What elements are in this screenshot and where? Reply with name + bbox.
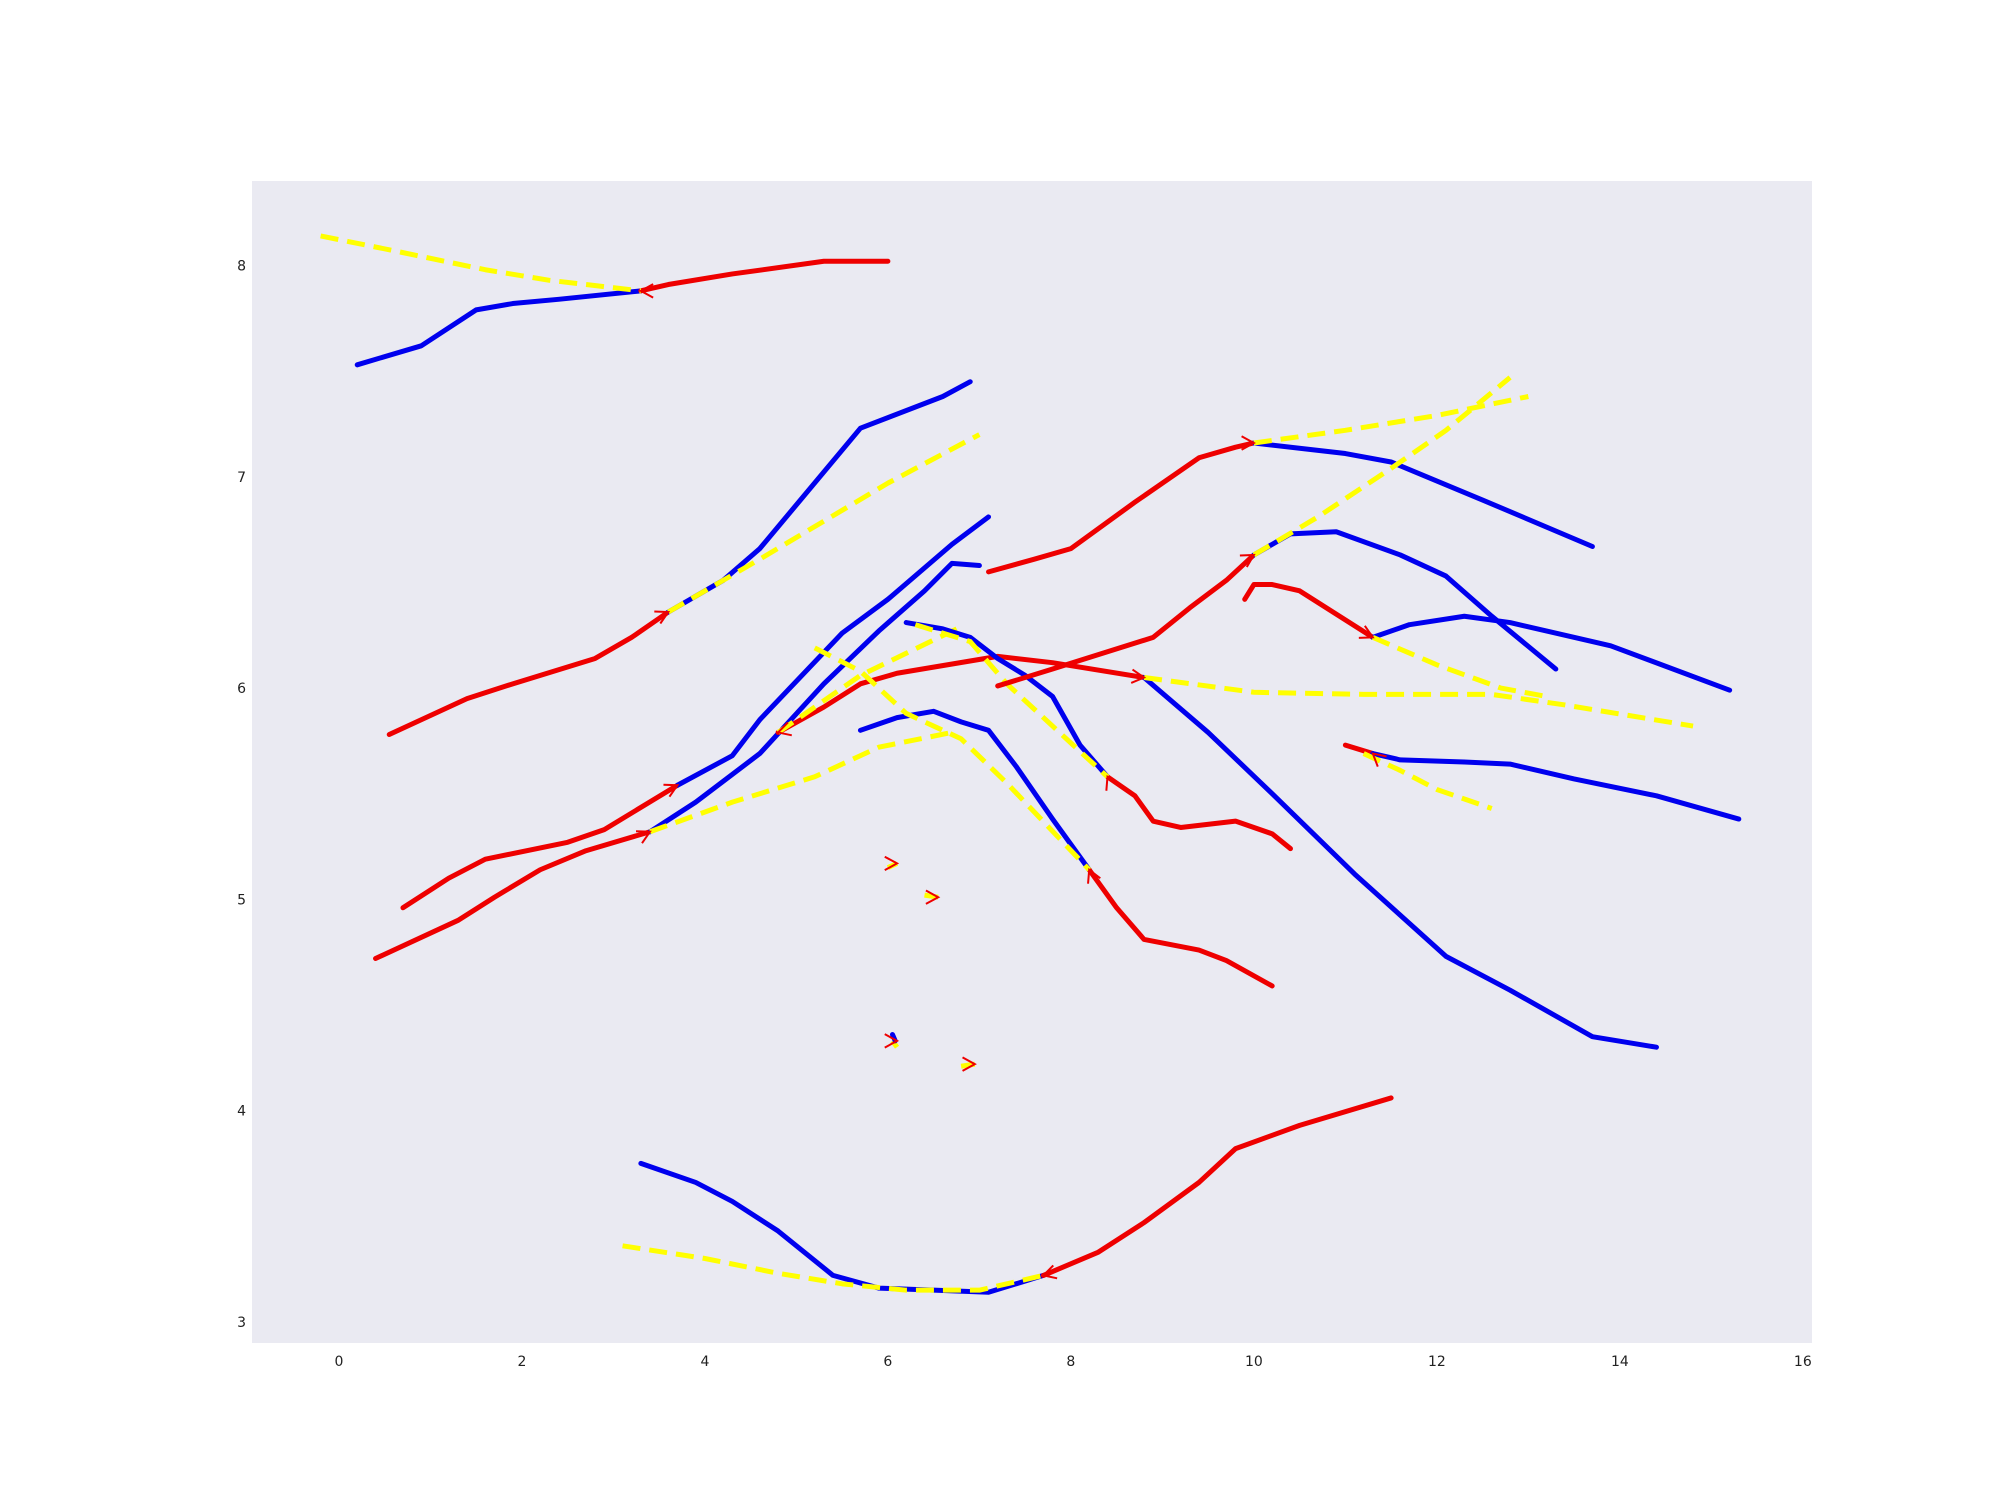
- series-line-yellow-10: [649, 729, 953, 835]
- series-line-yellow-2: [320, 233, 642, 294]
- series-line-red-21: [986, 440, 1257, 575]
- series-line-red-19: [1086, 867, 1275, 989]
- series-line-red-1: [638, 258, 891, 294]
- direction-arrow-0: [638, 283, 654, 299]
- direction-arrow-2: [663, 783, 680, 798]
- direction-arrow-10: [1358, 625, 1375, 639]
- x-tick-label: 0: [334, 1354, 343, 1370]
- series-line-yellow-35: [622, 1243, 1044, 1293]
- x-tick-label: 2: [517, 1354, 526, 1370]
- series-line-yellow-20: [813, 645, 1091, 872]
- plot-area: [252, 181, 1812, 1343]
- x-axis: 0 2 4 6 8 10 12 14 16: [334, 1354, 1811, 1370]
- series-line-yellow-23: [1253, 394, 1529, 446]
- direction-arrow-16: [962, 1056, 977, 1072]
- series-line-blue-7: [674, 514, 992, 788]
- x-tick-label: 8: [1066, 1354, 1075, 1370]
- y-axis: 3 4 5 6 7 8: [237, 259, 246, 1331]
- direction-arrow-6: [1105, 774, 1120, 791]
- y-tick-label: 4: [237, 1104, 246, 1120]
- series-line-blue-18: [857, 708, 1092, 873]
- series-line-blue-4: [665, 379, 973, 615]
- series-layer: [320, 233, 1742, 1295]
- series-line-red-11: [775, 653, 1147, 735]
- series-line-yellow-26: [1252, 375, 1512, 558]
- series-line-blue-9: [647, 560, 982, 835]
- series-line-yellow-29: [1371, 635, 1548, 699]
- series-line-yellow-5: [667, 432, 981, 615]
- y-tick-label: 7: [237, 470, 246, 486]
- direction-arrow-14: [925, 889, 941, 905]
- series-line-red-3: [386, 609, 671, 738]
- arrow-layer: [635, 283, 1387, 1280]
- series-line-red-27: [1242, 582, 1376, 640]
- y-tick-label: 6: [237, 681, 246, 697]
- series-line-blue-22: [1251, 440, 1595, 550]
- series-line-yellow-14: [1143, 675, 1694, 729]
- x-tick-label: 16: [1794, 1354, 1812, 1370]
- direction-arrow-5: [1130, 668, 1147, 684]
- x-tick-label: 14: [1611, 1354, 1629, 1370]
- series-line-blue-15: [903, 620, 1110, 780]
- direction-arrow-3: [635, 830, 652, 844]
- direction-arrow-12: [1041, 1264, 1058, 1280]
- direction-arrow-8: [1241, 435, 1256, 451]
- series-line-red-24: [995, 552, 1257, 689]
- series-line-red-30: [1342, 742, 1376, 757]
- series-line-red-6: [400, 782, 680, 911]
- series-line-blue-28: [1370, 613, 1733, 693]
- series-line-blue-12: [1141, 674, 1659, 1050]
- y-tick-label: 5: [237, 892, 246, 908]
- series-line-yellow-32: [1362, 751, 1493, 811]
- series-line-red-34: [1040, 1095, 1394, 1278]
- series-line-red-16: [1104, 774, 1293, 852]
- x-tick-label: 4: [700, 1354, 709, 1370]
- y-tick-label: 3: [237, 1315, 246, 1331]
- series-line-blue-31: [1370, 751, 1742, 822]
- direction-arrow-13: [884, 855, 900, 872]
- x-tick-label: 10: [1245, 1354, 1263, 1370]
- direction-arrow-11: [1371, 752, 1387, 767]
- direction-arrow-15: [884, 1033, 900, 1049]
- series-line-blue-0: [354, 288, 644, 368]
- direction-arrow-4: [776, 721, 793, 737]
- series-line-yellow-13: [776, 624, 963, 735]
- x-tick-label: 6: [883, 1354, 892, 1370]
- series-line-red-8: [373, 829, 653, 961]
- y-tick-label: 8: [237, 259, 246, 275]
- direction-arrow-7: [1087, 867, 1101, 884]
- direction-arrow-9: [1239, 553, 1256, 568]
- x-tick-label: 12: [1428, 1354, 1446, 1370]
- direction-arrow-1: [654, 610, 671, 625]
